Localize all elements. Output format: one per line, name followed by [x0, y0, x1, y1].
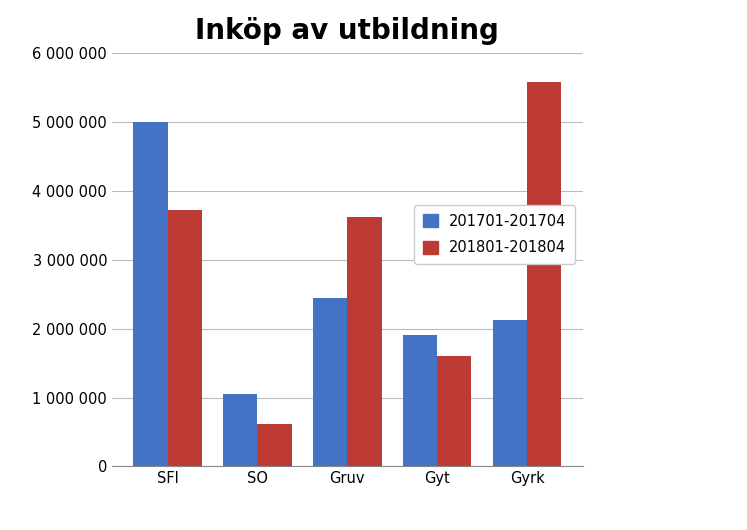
Legend: 201701-201704, 201801-201804: 201701-201704, 201801-201804: [415, 205, 575, 264]
Bar: [527, 82, 561, 466]
Bar: [258, 423, 291, 466]
Bar: [134, 122, 167, 466]
Bar: [437, 356, 471, 466]
Bar: [347, 217, 382, 466]
Bar: [493, 320, 527, 466]
Bar: [313, 298, 347, 466]
Title: Inköp av utbildning: Inköp av utbildning: [196, 17, 499, 45]
Bar: [167, 210, 202, 466]
Bar: [403, 335, 437, 466]
Bar: [223, 394, 258, 466]
